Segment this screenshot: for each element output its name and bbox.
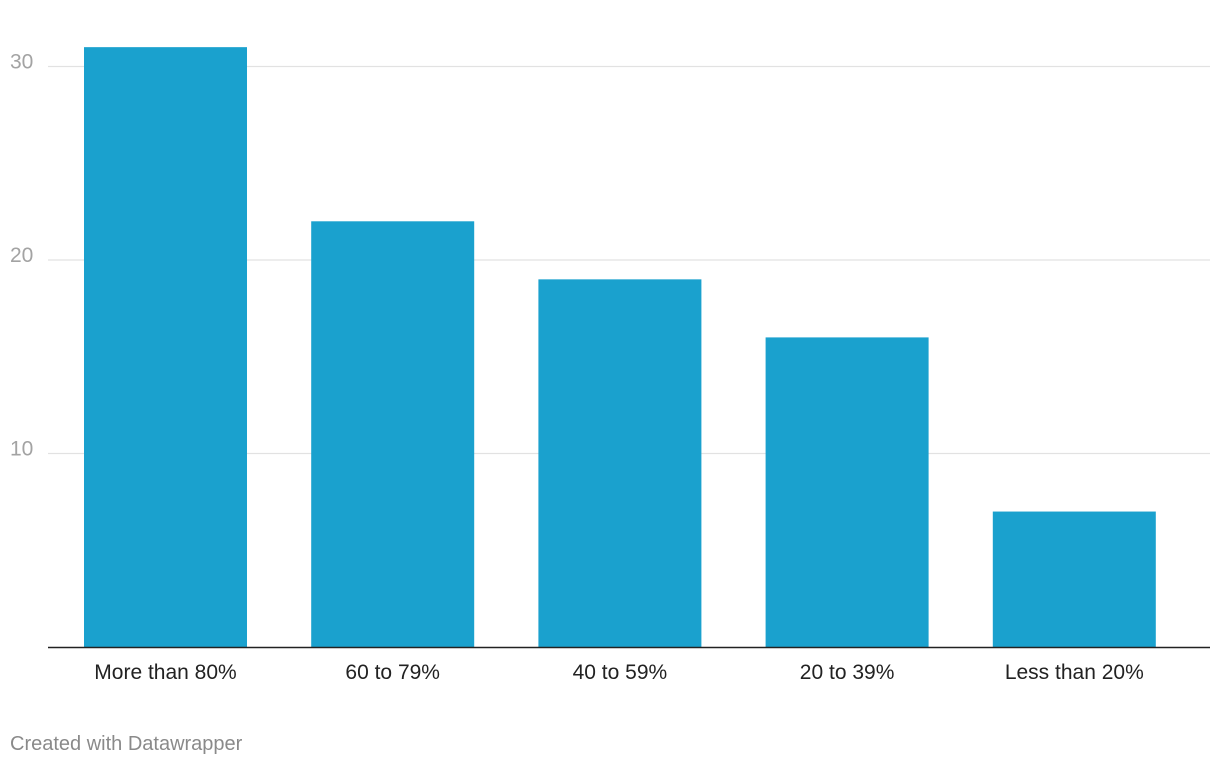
credit-text: Created with Datawrapper (10, 733, 243, 755)
bar (538, 279, 702, 647)
bar (84, 47, 247, 647)
bars (84, 47, 1156, 648)
x-tick-label: Less than 20% (1005, 661, 1144, 684)
x-axis-labels: More than 80% 60 to 79% 40 to 59% 20 to 39%… (94, 661, 1143, 684)
y-axis-ticks: 10 20 30 (10, 51, 33, 461)
bar (992, 511, 1156, 647)
y-tick-label: 10 (10, 438, 33, 461)
x-tick-label: 60 to 79% (345, 661, 440, 684)
x-tick-label: More than 80% (94, 661, 236, 684)
bar (765, 337, 929, 647)
x-tick-label: 20 to 39% (800, 661, 895, 684)
bar-chart: 10 20 30 More than 80% 60 to 79% 40 to 59% 20… (10, 47, 1210, 684)
y-tick-label: 20 (10, 244, 33, 267)
x-tick-label: 40 to 59% (573, 661, 668, 684)
y-tick-label: 30 (10, 51, 33, 74)
bar (311, 221, 475, 648)
